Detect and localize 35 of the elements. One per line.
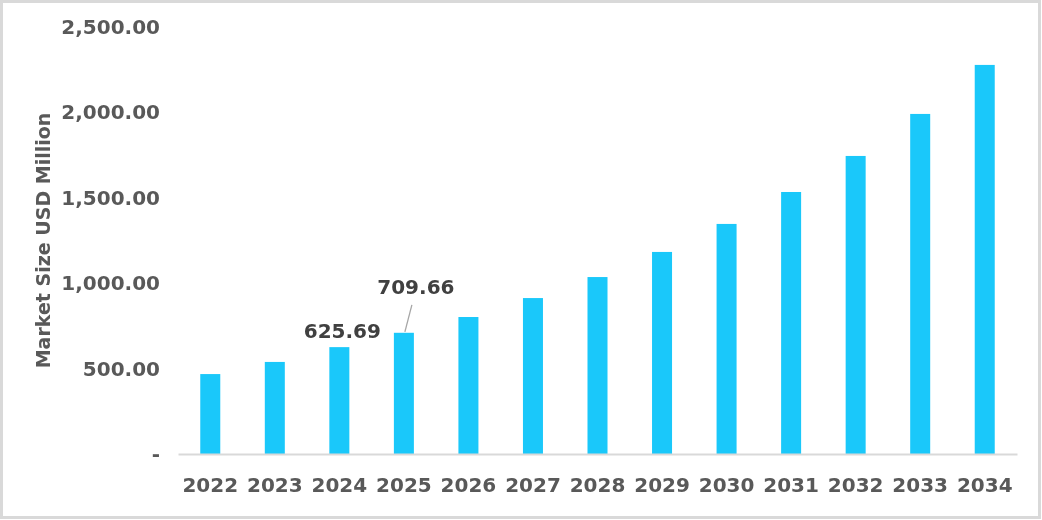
y-tick-label: 1,500.00	[61, 185, 160, 210]
bar	[652, 251, 673, 454]
x-tick-label: 2027	[505, 473, 561, 498]
y-tick-label: 1,000.00	[61, 271, 160, 296]
x-tick-label: 2029	[634, 473, 690, 498]
data-label: 625.69	[303, 319, 381, 344]
bar	[587, 277, 608, 454]
x-tick-label: 2025	[376, 473, 432, 498]
bar	[845, 155, 866, 454]
y-tick-label: 2,500.00	[61, 14, 160, 39]
x-tick-label: 2023	[246, 473, 303, 498]
y-tick-label: -	[151, 441, 160, 466]
x-tick-label: 2028	[569, 473, 626, 498]
y-tick-label: 2,000.00	[61, 100, 160, 125]
bar	[458, 317, 479, 454]
y-tick-label: 500.00	[82, 356, 160, 381]
x-tick-label: 2031	[763, 473, 819, 498]
x-tick-label: 2032	[827, 473, 884, 498]
y-axis-title: Market Size USD Million	[32, 112, 54, 369]
data-label: 709.66	[377, 274, 455, 299]
bar	[522, 298, 543, 454]
x-tick-label: 2033	[892, 473, 949, 498]
bar	[781, 191, 802, 454]
x-tick-label: 2034	[956, 473, 1013, 498]
bar	[716, 223, 737, 454]
x-tick-label: 2022	[182, 473, 239, 498]
bar	[329, 347, 350, 454]
bar	[910, 113, 931, 454]
bar	[393, 332, 414, 454]
bar	[974, 64, 995, 454]
x-tick-label: 2026	[440, 473, 497, 498]
bar	[264, 361, 285, 454]
x-tick-label: 2024	[311, 473, 368, 498]
x-tick-label: 2030	[698, 473, 755, 498]
bar	[200, 374, 221, 454]
